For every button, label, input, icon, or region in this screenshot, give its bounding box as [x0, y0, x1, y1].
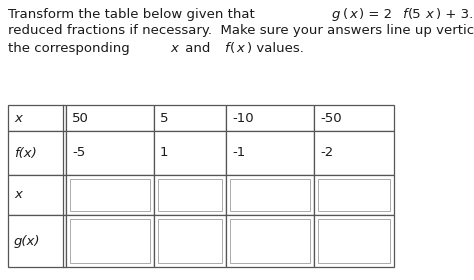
Text: x: x [14, 111, 22, 125]
Bar [70, 179, 150, 211]
Bar [8, 131, 66, 175]
Text: -2: -2 [320, 146, 333, 160]
Text: f: f [224, 42, 229, 55]
Bar [66, 105, 154, 131]
Bar [226, 105, 314, 131]
Text: (: ( [343, 8, 348, 21]
Bar [314, 131, 394, 175]
Text: x: x [426, 8, 434, 21]
Text: -10: -10 [232, 111, 254, 125]
Text: x: x [171, 42, 178, 55]
Bar [8, 175, 66, 215]
Bar [318, 219, 390, 263]
Text: and: and [181, 42, 214, 55]
Bar [226, 175, 314, 215]
Text: (5: (5 [408, 8, 422, 21]
Bar [8, 105, 66, 131]
Bar [66, 131, 154, 175]
Bar [66, 215, 154, 267]
Text: the corresponding: the corresponding [8, 42, 134, 55]
Bar [226, 131, 314, 175]
Bar [154, 215, 226, 267]
Text: -5: -5 [72, 146, 85, 160]
Text: -1: -1 [232, 146, 245, 160]
Text: (: ( [230, 42, 235, 55]
Bar [158, 219, 222, 263]
Bar [158, 179, 222, 211]
Bar [8, 215, 66, 267]
Bar [230, 179, 310, 211]
Bar [314, 215, 394, 267]
Bar [226, 215, 314, 267]
Text: ) values.: ) values. [247, 42, 304, 55]
Text: f: f [402, 8, 407, 21]
Text: reduced fractions if necessary.  Make sure your answers line up vertically with: reduced fractions if necessary. Make sur… [8, 24, 474, 37]
Bar [318, 179, 390, 211]
Text: 5: 5 [160, 111, 168, 125]
Bar [314, 105, 394, 131]
Text: ) = 2: ) = 2 [359, 8, 392, 21]
Text: Transform the table below given that: Transform the table below given that [8, 8, 259, 21]
Text: x: x [237, 42, 245, 55]
Bar [70, 219, 150, 263]
Text: x: x [14, 188, 22, 202]
Text: 1: 1 [160, 146, 168, 160]
Text: 50: 50 [72, 111, 89, 125]
Bar [230, 219, 310, 263]
Text: g(x): g(x) [14, 235, 40, 248]
Bar [154, 131, 226, 175]
Text: f(x): f(x) [14, 146, 37, 160]
Text: x: x [349, 8, 357, 21]
Bar [154, 105, 226, 131]
Bar [314, 175, 394, 215]
Text: -50: -50 [320, 111, 342, 125]
Text: g: g [332, 8, 340, 21]
Bar [154, 175, 226, 215]
Text: ) + 3. Enter your answers as: ) + 3. Enter your answers as [436, 8, 474, 21]
Bar [66, 175, 154, 215]
